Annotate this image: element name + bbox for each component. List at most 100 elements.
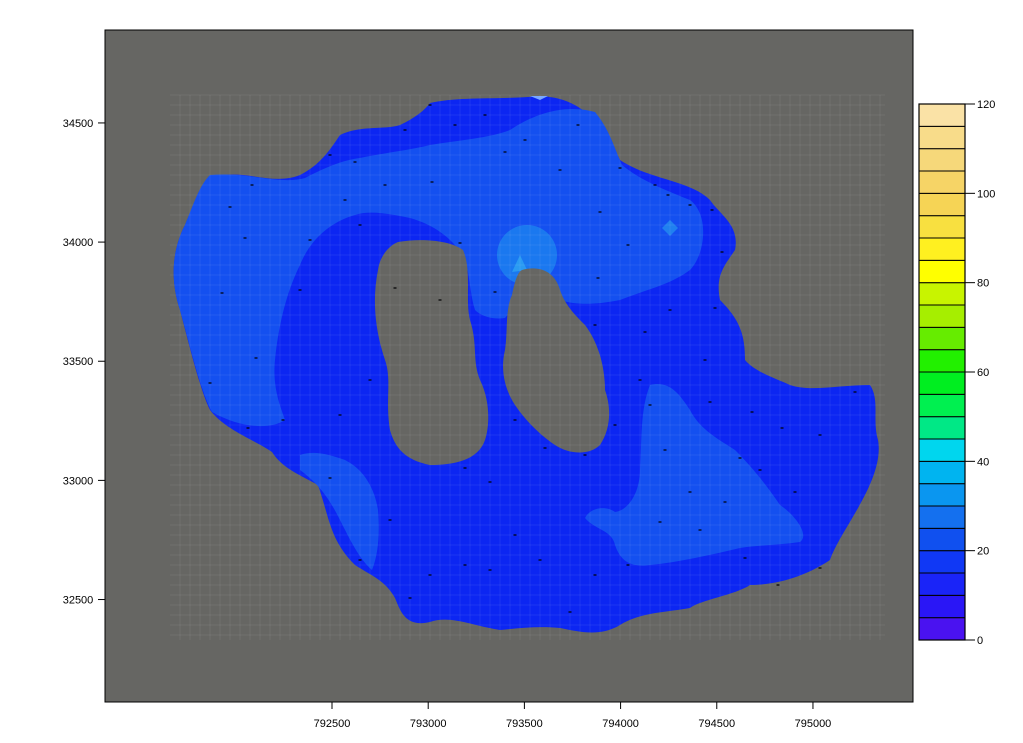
colorbar-band [918,550,966,574]
sample-point [626,244,630,246]
colorbar-band [918,304,966,328]
sample-point [776,584,780,586]
sample-point [710,209,714,211]
sample-point [780,427,784,429]
region-northwest-band [173,109,704,427]
sample-point [488,569,492,571]
colorbar-band [918,125,966,150]
sample-point [458,242,462,244]
sample-points [208,104,857,613]
sample-point [308,239,312,241]
x-tick-label: 795000 [795,718,832,730]
region-sw-notch [300,452,379,570]
sample-point [343,199,347,201]
colorbar-band [918,371,966,395]
x-tick-label: 793000 [410,718,447,730]
colorbar-band [918,103,966,127]
sample-point [513,534,517,536]
plot-area [104,29,914,703]
sample-point [246,427,250,429]
colorbar-band [918,148,966,172]
colorbar-band [918,259,966,284]
sample-point [626,564,630,566]
sample-point [583,454,587,456]
y-tick-label: 34500 [63,118,94,130]
colorbar-band [918,237,966,261]
sample-point [598,211,602,213]
sample-point [743,557,747,559]
sample-point [853,391,857,393]
y-tick-label: 33000 [63,475,94,487]
colorbar-band [918,527,966,552]
contour-fill [173,96,879,633]
sample-point [328,154,332,156]
sample-point [698,529,702,531]
sample-point [793,491,797,493]
sample-point [483,114,487,116]
sample-point [596,277,600,279]
sample-point [453,124,457,126]
sample-point [523,139,527,141]
y-tick-label: 32500 [63,595,94,607]
sample-point [338,414,342,416]
sample-point [254,357,258,359]
sample-point [576,124,580,126]
colorbar-band [918,215,966,239]
sample-point [750,411,754,413]
colorbar-tick-label: 100 [977,188,995,200]
sample-point [428,104,432,106]
sample-point [668,309,672,311]
colorbar-band [918,326,966,351]
sample-point [368,379,372,381]
x-tick-label: 794500 [698,718,735,730]
interpolation-mesh [170,94,885,640]
sample-point [738,457,742,459]
sample-point [688,204,692,206]
sample-point [688,491,692,493]
x-axis: 792500 793000 793500 794000 794500 795000 [105,701,913,730]
sample-point [503,151,507,153]
sample-point [648,404,652,406]
region-circle-tip [512,255,527,272]
sample-point [593,324,597,326]
sample-point [663,449,667,451]
colorbar-band [918,393,966,418]
colorbar-tick-label: 120 [977,99,995,111]
sample-point [818,567,822,569]
sample-point [408,597,412,599]
sample-point [638,379,642,381]
sample-point [463,564,467,566]
sample-point [463,467,467,469]
colorbar-band [918,460,966,485]
colorbar-tick-label: 0 [977,635,983,647]
colorbar-band [918,170,966,194]
sample-point [666,194,670,196]
hole-east [503,268,610,453]
sample-point [208,382,212,384]
x-tick-label: 792500 [314,718,351,730]
colorbar-band [918,572,966,596]
sample-point [713,307,717,309]
colorbar-band [918,505,966,529]
hole-west [374,240,489,465]
region-southeast-lobe [585,384,804,566]
y-tick-label: 34000 [63,237,94,249]
sample-point [403,129,407,131]
y-axis: 32500 33000 33500 34000 34500 [63,30,106,702]
sample-point [658,521,662,523]
region-small-spot [662,220,678,236]
colorbar-tick-label: 40 [977,456,989,468]
sample-point [708,401,712,403]
sample-point [653,184,657,186]
colorbar-tick-label: 20 [977,546,989,558]
region-top-edge [530,96,548,100]
sample-point [358,224,362,226]
sample-point [513,419,517,421]
sample-point [243,237,247,239]
sample-point [538,559,542,561]
sample-point [643,331,647,333]
sample-point [250,184,254,186]
sample-point [723,501,727,503]
sample-point [543,447,547,449]
